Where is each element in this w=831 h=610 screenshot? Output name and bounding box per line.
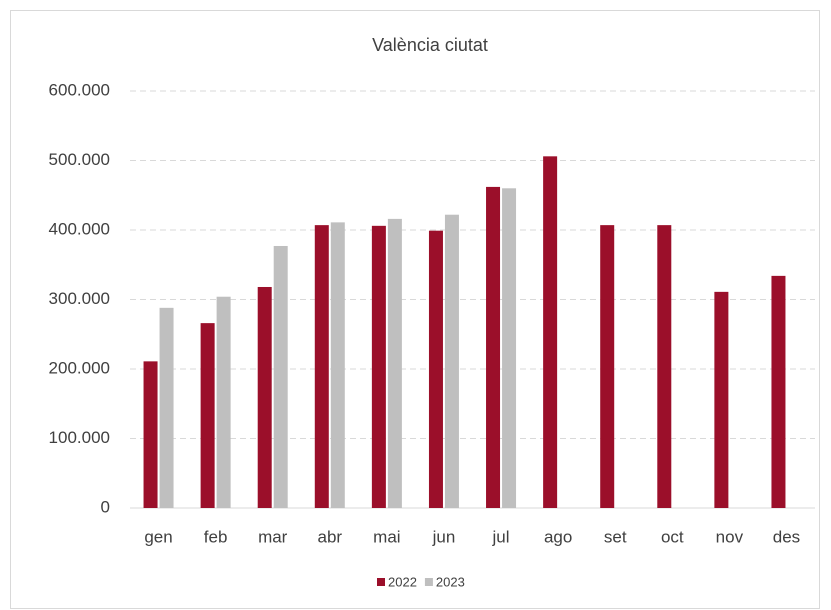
y-tick-label: 600.000 (49, 80, 110, 99)
x-tick-label: des (773, 527, 800, 546)
chart-title: València ciutat (372, 35, 488, 55)
bar (273, 245, 288, 509)
chart-frame (10, 10, 820, 609)
x-tick-label: mar (258, 527, 288, 546)
bar (771, 275, 786, 508)
x-tick-label: jul (492, 527, 510, 546)
y-tick-label: 200.000 (49, 358, 110, 377)
legend-swatch (377, 578, 385, 586)
x-tick-label: jun (432, 527, 456, 546)
y-tick-label: 500.000 (49, 150, 110, 169)
bar (159, 307, 174, 508)
bar (216, 296, 231, 508)
legend-label: 2022 (388, 574, 417, 589)
x-tick-label: set (604, 527, 627, 546)
legend-label: 2023 (436, 574, 465, 589)
bar (314, 225, 329, 508)
y-tick-label: 0 (101, 497, 110, 516)
bar (502, 188, 517, 509)
bar (143, 361, 158, 508)
bar (543, 156, 558, 508)
bar (444, 214, 459, 508)
bar (714, 291, 729, 508)
legend-swatch (424, 578, 433, 586)
x-tick-label: feb (204, 527, 228, 546)
y-tick-label: 300.000 (49, 289, 110, 308)
x-tick-label: oct (661, 527, 684, 546)
bar (330, 222, 345, 509)
y-tick-label: 400.000 (49, 219, 110, 238)
bar (486, 186, 501, 508)
bar (257, 286, 272, 508)
bar (387, 218, 402, 508)
x-tick-label: nov (716, 527, 744, 546)
x-tick-label: gen (144, 527, 172, 546)
x-tick-label: abr (318, 527, 343, 546)
bar (600, 225, 615, 508)
bar (371, 225, 386, 508)
x-tick-label: mai (373, 527, 400, 546)
x-tick-label: ago (544, 527, 572, 546)
bar (657, 225, 672, 508)
y-tick-label: 100.000 (49, 428, 110, 447)
bar (428, 230, 443, 508)
bar (200, 323, 215, 508)
